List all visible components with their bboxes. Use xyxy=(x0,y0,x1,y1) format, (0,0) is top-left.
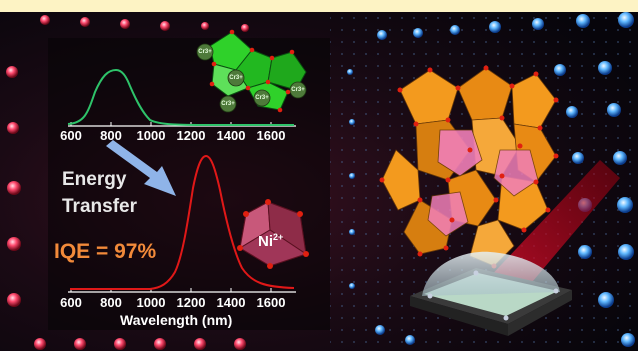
bottom-spectrum-plot xyxy=(68,154,296,293)
red-led-dots xyxy=(6,15,249,350)
ni-vertex-dots xyxy=(237,199,309,269)
top-tick-label: 1200 xyxy=(176,128,206,143)
blue-led-dots xyxy=(347,12,635,347)
energy-transfer-label-line2: Transfer xyxy=(62,196,137,217)
cr-ion-label: Cr3+ xyxy=(198,49,212,55)
x-axis-label: Wavelength (nm) xyxy=(120,312,233,328)
ni-ion-label: Ni2+ xyxy=(258,232,283,250)
ni-symbol: Ni xyxy=(258,233,273,250)
green-spectrum-line xyxy=(67,68,294,126)
cr-ion-label: Cr3+ xyxy=(291,87,305,93)
cr-ion-label: Cr3+ xyxy=(221,101,235,107)
energy-transfer-arrow xyxy=(106,140,176,196)
led-package xyxy=(410,251,572,336)
crystal-lattice xyxy=(381,67,557,267)
banner-strip xyxy=(0,0,638,12)
cr-ion-label: Cr3+ xyxy=(229,75,243,81)
top-tick-label: 800 xyxy=(100,128,122,143)
top-tick-label: 600 xyxy=(60,128,82,143)
cr-ion-label: Cr3+ xyxy=(255,95,269,101)
cr-bond-dots xyxy=(209,29,295,113)
top-tick-label: 1600 xyxy=(256,128,286,143)
top-tick-label: 1400 xyxy=(216,128,246,143)
top-spectrum-plot xyxy=(67,68,296,127)
cr-ion-spheres xyxy=(196,43,307,113)
bottom-tick-label: 800 xyxy=(100,295,122,310)
bottom-tick-label: 1000 xyxy=(136,295,166,310)
ni-charge: 2+ xyxy=(273,232,284,242)
silicone-dome xyxy=(422,251,560,296)
iqe-label: IQE = 97% xyxy=(54,240,157,263)
bottom-tick-label: 1600 xyxy=(256,295,286,310)
bottom-tick-label: 1400 xyxy=(216,295,246,310)
top-tick-label: 1000 xyxy=(136,128,166,143)
energy-transfer-label-line1: Energy xyxy=(62,169,127,190)
cr-octahedra xyxy=(209,31,307,111)
bottom-tick-label: 600 xyxy=(60,295,82,310)
bottom-tick-label: 1200 xyxy=(176,295,206,310)
red-spectrum-line xyxy=(70,154,295,290)
